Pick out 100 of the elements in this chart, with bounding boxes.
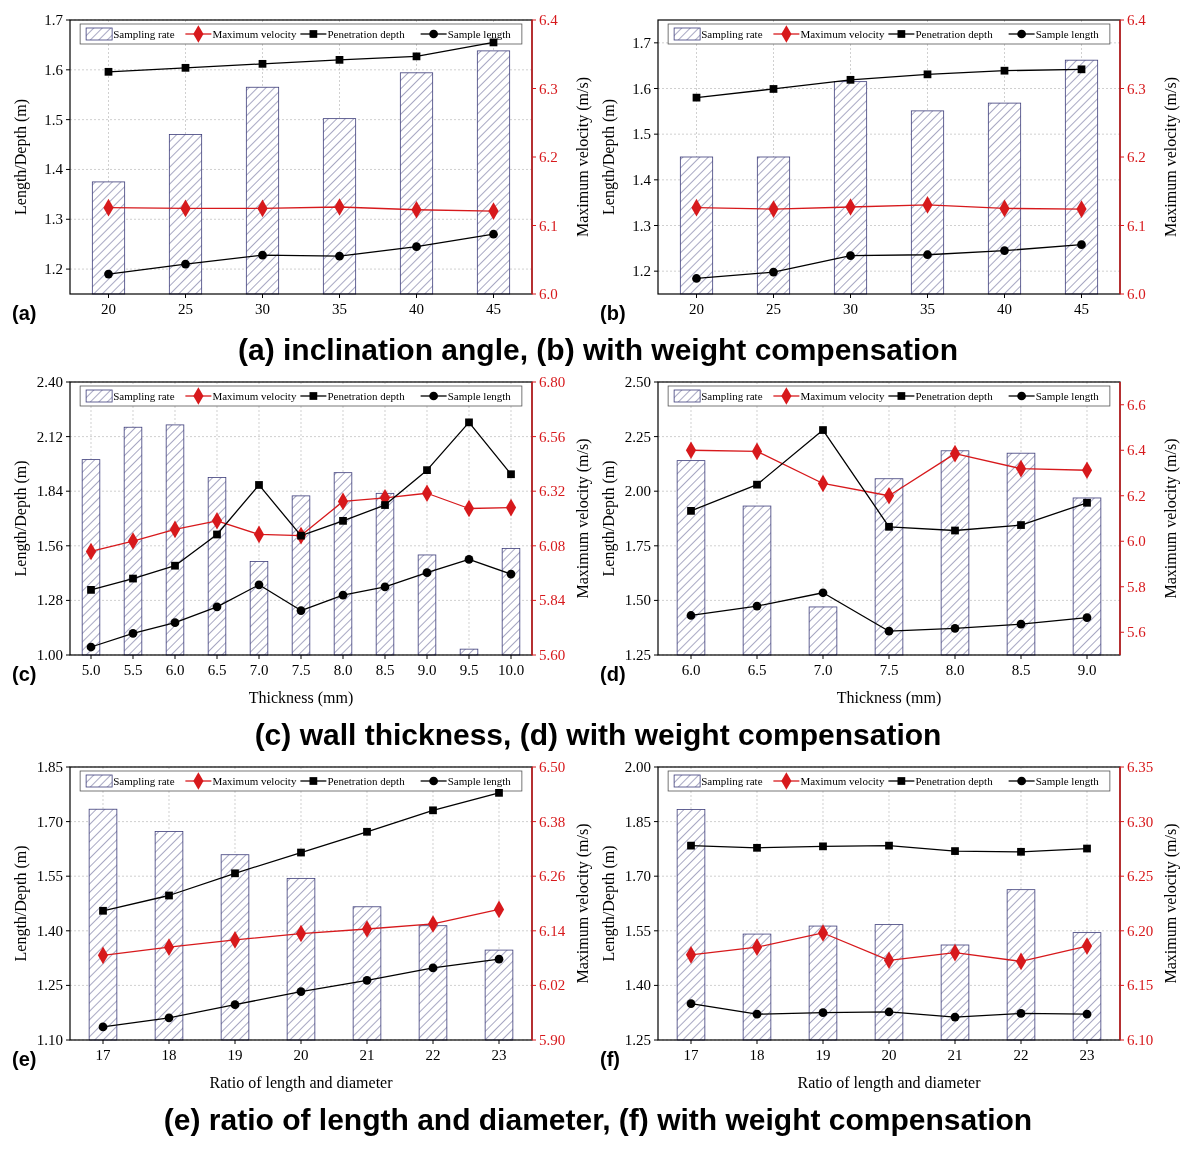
y2-tick-label: 6.20 — [1127, 922, 1154, 939]
y2-axis-title: Maximum velocity (m/s) — [574, 823, 592, 984]
y-tick-label: 1.40 — [624, 977, 651, 994]
point — [1017, 847, 1025, 856]
x-axis-title: Thickness (mm) — [248, 689, 354, 707]
x-tick-label: 20 — [293, 1047, 309, 1063]
y2-tick-label: 6.56 — [539, 428, 566, 445]
point — [951, 847, 959, 855]
legend-label: Sample length — [447, 28, 512, 40]
point — [128, 628, 138, 638]
point — [884, 626, 894, 636]
x-tick-label: 45 — [1074, 301, 1089, 317]
x-tick-label: 22 — [425, 1047, 441, 1063]
point — [752, 1009, 762, 1019]
point — [687, 841, 695, 850]
y2-tick-label: 5.84 — [539, 592, 566, 609]
y-axis-title: Length/Depth (m) — [600, 460, 618, 577]
x-axis-title: Ratio of length and diameter — [209, 1074, 394, 1092]
text: (d) — [600, 663, 626, 685]
point — [181, 259, 190, 269]
y-tick-label: 1.25 — [36, 977, 63, 994]
y2-tick-label: 6.6 — [1127, 396, 1147, 413]
y2-tick-label: 6.1 — [539, 217, 558, 234]
y2-tick-label: 6.0 — [1127, 533, 1146, 550]
point — [254, 580, 264, 590]
legend-label: Sample length — [447, 390, 512, 402]
y-tick-label: 1.7 — [44, 12, 64, 28]
point — [98, 1022, 108, 1032]
y-tick-label: 2.50 — [624, 374, 651, 390]
y2-tick-label: 5.60 — [539, 647, 566, 663]
y-tick-label: 1.4 — [44, 161, 64, 178]
point — [170, 618, 180, 627]
y-tick-label: 1.5 — [632, 126, 651, 143]
x-tick-label: 23 — [1079, 1047, 1095, 1063]
point — [423, 466, 431, 475]
point — [692, 274, 701, 283]
x-tick-label: 7.5 — [291, 662, 311, 678]
x-tick-label: 5.0 — [81, 662, 101, 678]
y-tick-label: 1.85 — [36, 759, 63, 775]
x-tick-label: 7.0 — [249, 662, 269, 678]
point — [507, 470, 515, 479]
x-tick-label: 25 — [766, 301, 781, 317]
point — [465, 418, 473, 427]
legend-label: Sampling rate — [701, 390, 763, 402]
legend-label: Penetration depth — [327, 390, 406, 402]
point — [335, 55, 344, 64]
y-axis-title: Length/Depth (m) — [12, 99, 30, 215]
legend-label: Sample length — [1035, 28, 1100, 40]
point — [1082, 1009, 1092, 1019]
y2-axis-title: Maximum velocity (m/s) — [1162, 823, 1180, 984]
y-tick-label: 2.00 — [624, 483, 651, 500]
x-tick-label: 30 — [843, 301, 858, 317]
y2-tick-label: 6.80 — [539, 374, 566, 390]
point — [165, 891, 173, 900]
y-tick-label: 2.00 — [624, 759, 651, 775]
legend-label: Maximum velocity — [212, 390, 297, 402]
legend-label: Sampling rate — [701, 28, 763, 40]
point — [335, 251, 344, 261]
point — [412, 52, 421, 61]
point — [230, 1000, 240, 1010]
y2-tick-label: 5.6 — [1127, 624, 1147, 641]
y2-tick-label: 6.50 — [539, 759, 566, 775]
point — [769, 267, 778, 277]
point — [885, 841, 893, 850]
text: (e) — [12, 1048, 37, 1070]
x-tick-label: 25 — [178, 301, 193, 317]
legend-label: Penetration depth — [915, 775, 994, 787]
x-tick-label: 8.5 — [375, 662, 395, 678]
y-tick-label: 1.25 — [624, 1032, 651, 1048]
x-tick-label: 10.0 — [497, 662, 525, 678]
y-tick-label: 1.6 — [632, 80, 652, 97]
text: (a) inclination angle, (b) with weight compensation — [237, 332, 959, 368]
y-tick-label: 1.75 — [624, 537, 651, 554]
x-tick-label: 6.5 — [747, 662, 767, 678]
y-tick-label: 1.00 — [36, 647, 63, 663]
legend-label: Penetration depth — [915, 28, 994, 40]
point — [464, 555, 474, 564]
x-tick-label: 20 — [101, 301, 116, 317]
y2-tick-label: 6.02 — [539, 977, 566, 994]
y2-tick-label: 6.0 — [539, 286, 558, 302]
point — [494, 954, 504, 964]
point — [819, 426, 827, 434]
point — [923, 70, 932, 79]
point — [339, 516, 347, 525]
point — [686, 999, 696, 1008]
x-tick-label: 17 — [95, 1047, 111, 1063]
x-axis-title: Thickness (mm) — [836, 689, 942, 707]
text: (c) wall thickness, (d) with weight compensation — [253, 717, 943, 753]
y-tick-label: 1.85 — [624, 813, 651, 830]
y2-tick-label: 6.4 — [539, 12, 559, 28]
point — [422, 568, 432, 578]
point — [381, 501, 389, 509]
legend-label: Maximum velocity — [800, 775, 885, 787]
y2-axis-title: Maximum velocity (m/s) — [574, 77, 592, 237]
x-tick-label: 20 — [881, 1047, 897, 1063]
legend-label: Sampling rate — [113, 390, 175, 402]
point — [489, 229, 498, 239]
point — [87, 586, 95, 594]
point — [164, 1013, 174, 1023]
y-tick-label: 1.56 — [36, 537, 64, 554]
